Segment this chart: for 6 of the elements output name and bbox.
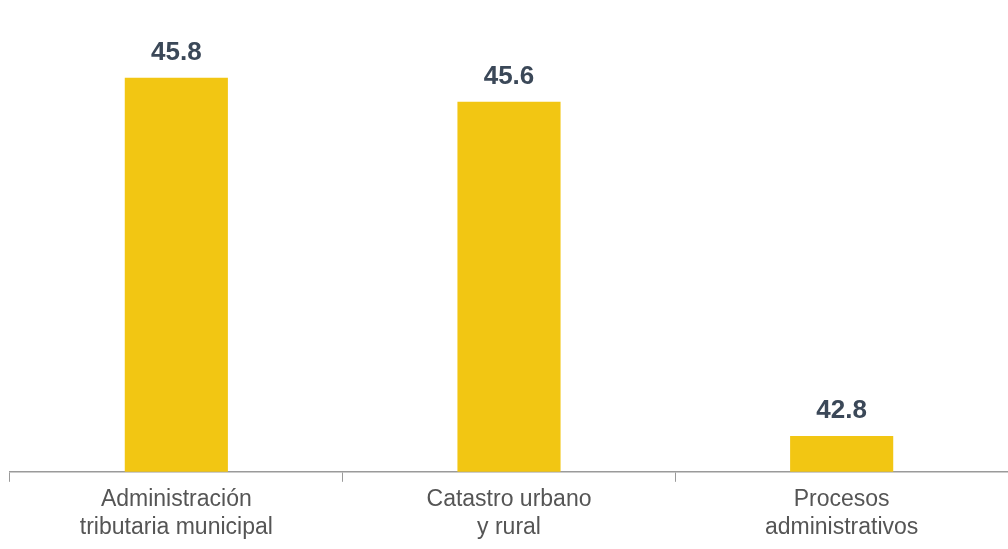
data-label: 45.6 [483,59,535,90]
x-tick-label: Administración tributaria municipal [79,484,273,539]
data-label: 42.8 [816,394,867,425]
x-tick-label: Catastro urbano y rural [426,484,592,539]
data-label: 45.8 [151,36,202,67]
x-tick-label: Procesos administrativos [764,484,919,539]
